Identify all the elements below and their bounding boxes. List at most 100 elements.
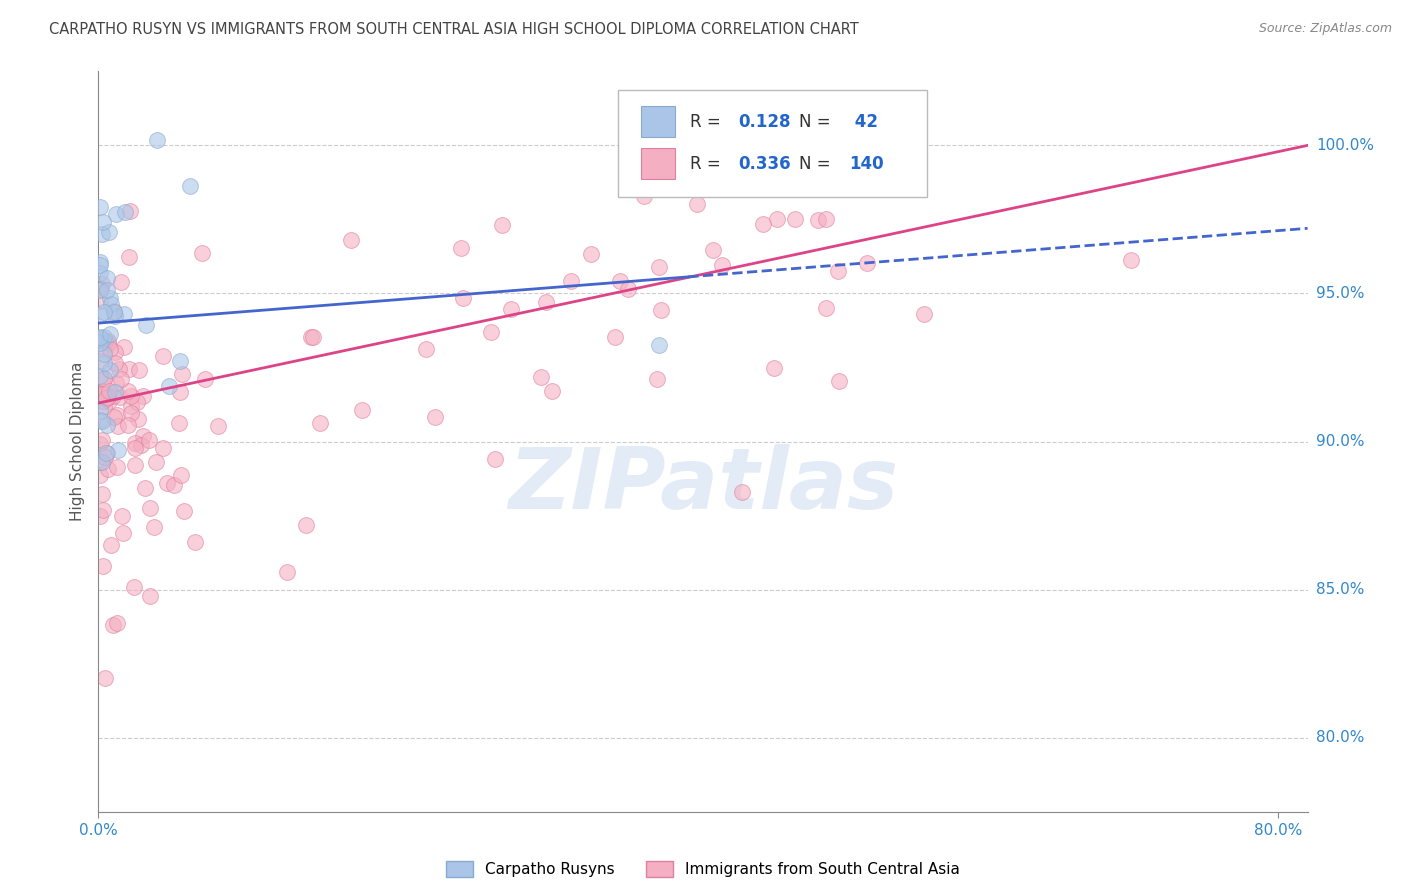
Point: [731, 485, 754, 500]
Text: 42: 42: [849, 112, 879, 131]
Point: [169, 416, 191, 430]
Point: [169, 353, 191, 368]
Point: [107, 442, 129, 457]
Point: [93, 388, 115, 402]
Point: [91, 215, 114, 229]
Point: [114, 205, 136, 219]
Point: [120, 389, 142, 403]
Point: [91, 487, 114, 501]
Point: [110, 275, 132, 289]
Point: [89, 508, 111, 523]
Point: [93, 330, 115, 344]
Point: [415, 343, 437, 357]
Point: [90, 282, 112, 296]
Point: [97, 334, 120, 348]
Point: [100, 297, 122, 311]
Point: [169, 385, 191, 400]
Point: [89, 283, 111, 297]
Point: [707, 123, 730, 137]
Point: [94, 391, 117, 405]
Point: [104, 849, 127, 863]
Point: [710, 258, 733, 272]
Text: 100.0%: 100.0%: [1316, 138, 1374, 153]
Text: Source: ZipAtlas.com: Source: ZipAtlas.com: [1258, 22, 1392, 36]
Point: [91, 333, 114, 347]
Point: [101, 618, 124, 632]
Point: [105, 615, 128, 630]
Point: [425, 410, 447, 425]
Point: [103, 304, 125, 318]
Point: [534, 295, 557, 310]
Point: [799, 177, 821, 191]
Point: [89, 369, 111, 384]
Point: [94, 450, 117, 465]
Point: [309, 416, 332, 430]
Point: [104, 356, 127, 370]
Point: [146, 133, 169, 147]
Point: [120, 399, 142, 413]
Point: [132, 429, 155, 443]
Text: 140: 140: [849, 155, 884, 173]
Point: [139, 589, 162, 603]
Point: [98, 393, 121, 408]
Point: [112, 340, 135, 354]
Point: [100, 538, 122, 552]
Point: [765, 212, 787, 227]
Point: [541, 384, 564, 399]
Point: [194, 372, 217, 386]
Point: [103, 410, 125, 425]
Point: [479, 325, 502, 339]
Point: [97, 462, 120, 476]
Point: [103, 305, 125, 319]
Point: [98, 291, 121, 305]
Point: [91, 433, 114, 447]
Point: [94, 446, 117, 460]
Point: [93, 672, 115, 686]
Point: [339, 233, 361, 247]
Point: [752, 217, 775, 231]
Point: [105, 376, 128, 390]
Point: [89, 266, 111, 280]
Point: [93, 305, 115, 319]
Point: [107, 419, 129, 434]
Point: [645, 372, 668, 386]
Point: [89, 404, 111, 418]
Point: [118, 250, 141, 264]
Point: [617, 281, 640, 295]
Point: [172, 368, 194, 382]
Point: [108, 361, 131, 376]
Point: [127, 395, 149, 409]
Point: [98, 326, 121, 341]
Point: [207, 418, 229, 433]
Point: [785, 212, 807, 227]
Point: [89, 386, 111, 401]
Text: 95.0%: 95.0%: [1316, 286, 1364, 301]
Point: [301, 330, 323, 344]
Point: [89, 437, 111, 451]
Point: [97, 336, 120, 351]
Point: [94, 342, 117, 356]
Point: [603, 330, 626, 344]
Point: [96, 271, 118, 285]
Point: [299, 329, 322, 343]
Text: N =: N =: [799, 155, 835, 173]
Point: [451, 291, 474, 305]
Point: [157, 379, 180, 393]
Point: [103, 388, 125, 402]
Point: [105, 408, 128, 422]
Point: [450, 242, 472, 256]
Point: [135, 318, 157, 333]
Point: [120, 406, 142, 420]
Point: [142, 520, 165, 534]
Point: [138, 434, 160, 448]
Text: 85.0%: 85.0%: [1316, 582, 1364, 597]
Text: 80.0%: 80.0%: [1316, 731, 1364, 745]
Point: [89, 255, 111, 269]
Point: [127, 412, 149, 426]
Point: [530, 370, 553, 384]
Point: [184, 534, 207, 549]
Point: [828, 374, 851, 388]
Point: [104, 310, 127, 324]
Point: [118, 362, 141, 376]
Point: [855, 256, 877, 270]
